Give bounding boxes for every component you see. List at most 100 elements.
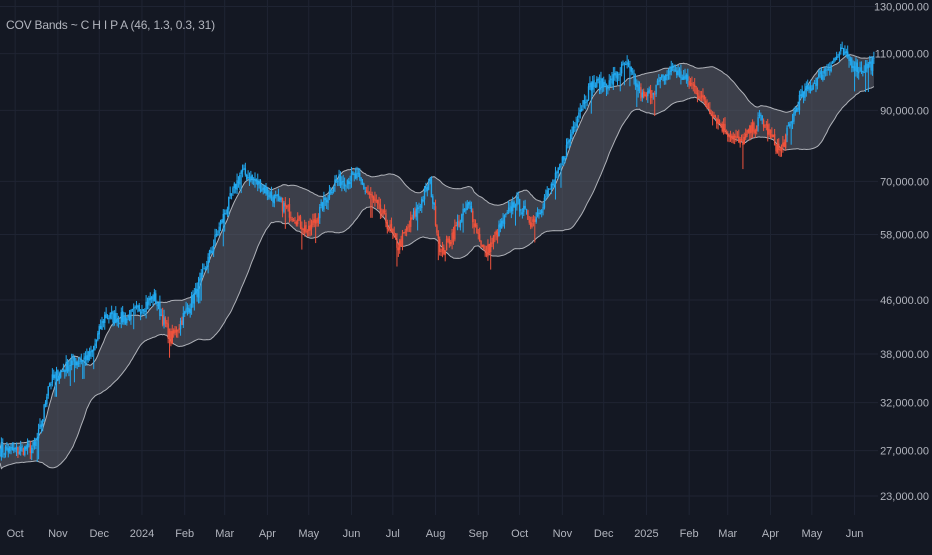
candle-body — [279, 197, 281, 201]
candle-body — [276, 195, 278, 197]
candle-body — [397, 247, 400, 251]
candle-body — [126, 318, 128, 323]
grid — [0, 0, 878, 515]
candle-body — [749, 125, 751, 134]
candle-body — [361, 182, 364, 185]
candle-body — [297, 219, 299, 225]
candle-body — [614, 73, 616, 76]
candle-body — [266, 187, 269, 195]
candle-body — [618, 74, 620, 76]
candle-body — [46, 396, 48, 405]
candle-body — [718, 119, 721, 124]
x-tick-label: 2024 — [130, 528, 154, 540]
candle-body — [499, 223, 502, 228]
candle-body — [455, 225, 457, 227]
candle-body — [422, 200, 424, 202]
candle-body — [26, 443, 29, 449]
candle-body — [815, 83, 817, 87]
candle-body — [488, 243, 491, 253]
candle-body — [786, 127, 788, 136]
candle-body — [407, 227, 409, 229]
candle-body — [381, 213, 383, 215]
candle-body — [567, 141, 569, 145]
candle-body — [648, 89, 650, 93]
candle-body — [132, 307, 135, 309]
candle-body — [98, 326, 100, 335]
candle-body — [280, 198, 282, 200]
candle-body — [797, 108, 799, 110]
candle-body — [42, 419, 44, 427]
candle-body — [477, 232, 479, 234]
candle-body — [29, 444, 32, 453]
candle-body — [476, 225, 478, 234]
candle-body — [441, 247, 444, 252]
candle-body — [652, 92, 655, 95]
candle-body — [622, 62, 624, 64]
candle-body — [863, 72, 865, 74]
candle-body — [350, 172, 353, 182]
candle-body — [295, 221, 298, 226]
candle-body — [744, 133, 747, 138]
candle-body — [411, 217, 413, 219]
candle-body — [506, 212, 508, 214]
candle-body — [331, 192, 333, 194]
candle-body — [529, 222, 532, 227]
candle-body — [399, 240, 401, 250]
x-tick-label: May — [801, 528, 822, 540]
candle-body — [714, 115, 717, 119]
x-tick-label: Aug — [426, 528, 446, 540]
candle-body — [531, 222, 533, 227]
candle-body — [190, 295, 193, 308]
indicator-legend-label[interactable]: COV Bands ~ C H I P A (46, 1.3, 0.3, 31) — [6, 18, 215, 32]
candle-body — [662, 74, 664, 77]
candle-body — [364, 190, 366, 192]
candle-body — [820, 71, 823, 80]
candle-body — [262, 187, 264, 190]
candle-body — [88, 351, 91, 357]
candle-body — [269, 192, 271, 198]
price-axis[interactable]: 23,000.00 27,000.00 32,000.00 38,000.00 46,0… — [874, 1, 929, 502]
candle-body — [394, 233, 397, 238]
candle-body — [594, 85, 597, 87]
candle-body — [524, 205, 526, 209]
candle-body — [638, 86, 641, 91]
candle-body — [221, 220, 223, 223]
candle-body — [711, 115, 714, 119]
candle-body — [789, 123, 791, 127]
candle-body — [330, 189, 332, 194]
candle-body — [160, 314, 162, 316]
candle-body — [341, 181, 343, 185]
candle-body — [396, 238, 398, 248]
candle-body — [452, 231, 455, 239]
candle-body — [105, 313, 107, 318]
candle-body — [549, 188, 551, 190]
candle-body — [64, 370, 66, 373]
candle-body — [283, 203, 285, 212]
candle-body — [263, 186, 266, 194]
candle-body — [324, 198, 326, 200]
candle-body — [314, 219, 317, 224]
candle-body — [740, 139, 743, 141]
candle-body — [312, 220, 314, 226]
candle-body — [418, 206, 420, 209]
time-axis[interactable]: Oct Nov Dec 2024 Feb Mar Apr May Jun Jul Aug Sep Oct… — [7, 528, 864, 540]
candle-body — [181, 320, 183, 325]
candle-body — [24, 446, 26, 455]
candle-body — [233, 183, 236, 188]
candle-body — [742, 140, 744, 146]
candle-body — [703, 95, 706, 100]
candle-body — [210, 249, 212, 254]
candle-body — [778, 143, 780, 150]
candle-body — [185, 308, 187, 313]
candle-body — [851, 58, 853, 68]
candle-body — [320, 202, 322, 206]
candle-body — [429, 178, 431, 183]
candle-body — [301, 227, 303, 230]
candle-body — [13, 448, 15, 451]
candle-body — [174, 329, 176, 334]
candle-body — [607, 87, 609, 89]
candle-body — [410, 217, 412, 227]
candle-body — [335, 179, 338, 181]
